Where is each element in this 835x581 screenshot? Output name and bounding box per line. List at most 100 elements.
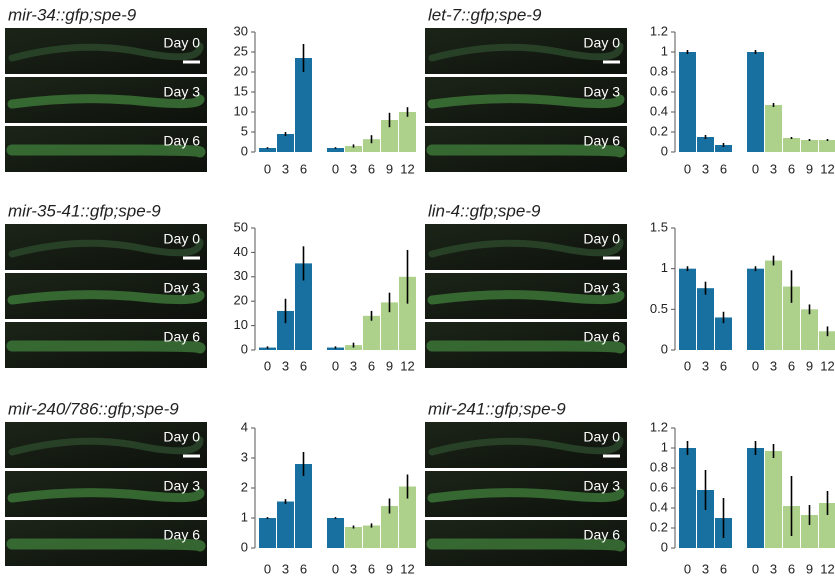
y-tick-label: 0.2 — [650, 123, 668, 138]
day-label: Day 6 — [583, 329, 620, 345]
y-tick-label: 20 — [234, 63, 248, 78]
x-tick-label: 6 — [788, 561, 795, 576]
x-tick-label: 3 — [350, 358, 357, 373]
bar — [363, 525, 380, 548]
bar — [819, 140, 835, 152]
y-tick-label: 40 — [234, 244, 248, 259]
x-tick-label: 3 — [770, 161, 777, 176]
day-label: Day 6 — [163, 527, 200, 543]
x-tick-label: 3 — [770, 561, 777, 576]
day-label: Day 0 — [163, 429, 200, 445]
x-tick-label: 9 — [386, 358, 393, 373]
day-label: Day 6 — [163, 133, 200, 149]
y-tick-label: 30 — [234, 23, 248, 38]
x-tick-label: 3 — [282, 358, 289, 373]
bar — [295, 464, 312, 548]
x-tick-label: 9 — [386, 561, 393, 576]
x-tick-label: 6 — [368, 561, 375, 576]
x-tick-label: 6 — [720, 561, 727, 576]
bar — [801, 515, 818, 548]
bar — [697, 137, 714, 152]
x-tick-label: 9 — [806, 358, 813, 373]
y-tick-label: 0.6 — [650, 479, 668, 494]
bar — [765, 105, 782, 152]
bar — [259, 518, 276, 548]
x-tick-label: 6 — [368, 358, 375, 373]
bar — [715, 317, 732, 350]
y-tick-label: 0 — [661, 143, 668, 158]
bar — [783, 138, 800, 152]
x-tick-label: 6 — [300, 161, 307, 176]
x-tick-label: 3 — [282, 561, 289, 576]
y-tick-label: 1 — [661, 43, 668, 58]
x-tick-label: 3 — [282, 161, 289, 176]
bar — [363, 139, 380, 152]
y-tick-label: 1.2 — [650, 419, 668, 434]
y-tick-label: 15 — [234, 83, 248, 98]
y-tick-label: 30 — [234, 268, 248, 283]
worm — [428, 238, 624, 258]
bar — [381, 302, 398, 350]
bar — [277, 310, 294, 350]
x-tick-label: 0 — [264, 561, 271, 576]
bar — [295, 58, 312, 152]
worm — [428, 42, 624, 62]
day-label: Day 6 — [583, 527, 620, 543]
x-tick-label: 3 — [702, 161, 709, 176]
panel-title: mir-240/786::gfp;spe-9 — [8, 399, 179, 418]
bar — [259, 148, 276, 152]
x-tick-label: 6 — [788, 358, 795, 373]
bar — [327, 518, 344, 548]
x-tick-label: 6 — [368, 161, 375, 176]
x-tick-label: 0 — [684, 161, 691, 176]
bar — [381, 120, 398, 152]
day-label: Day 0 — [583, 35, 620, 51]
worm — [428, 436, 624, 456]
x-tick-label: 0 — [752, 561, 759, 576]
x-tick-label: 3 — [770, 358, 777, 373]
y-tick-label: 0.2 — [650, 519, 668, 534]
y-tick-label: 0 — [241, 143, 248, 158]
bar — [679, 448, 696, 548]
panel-title: mir-34::gfp;spe-9 — [8, 5, 137, 24]
x-tick-label: 12 — [820, 561, 834, 576]
bar — [765, 451, 782, 548]
bar — [765, 260, 782, 350]
x-tick-label: 9 — [386, 161, 393, 176]
bar — [747, 52, 764, 152]
x-tick-label: 12 — [400, 161, 414, 176]
bar — [801, 309, 818, 350]
bar — [747, 268, 764, 350]
worm — [6, 538, 206, 552]
y-tick-label: 1 — [241, 509, 248, 524]
x-tick-label: 9 — [806, 561, 813, 576]
x-tick-label: 0 — [752, 358, 759, 373]
y-tick-label: 20 — [234, 293, 248, 308]
y-tick-label: 50 — [234, 219, 248, 234]
worm — [7, 290, 205, 305]
x-tick-label: 0 — [264, 358, 271, 373]
y-tick-label: 0 — [661, 539, 668, 554]
y-tick-label: 0.4 — [650, 103, 668, 118]
y-tick-label: 5 — [241, 123, 248, 138]
x-tick-label: 9 — [806, 161, 813, 176]
worm — [427, 488, 625, 503]
bar — [277, 134, 294, 152]
bar — [715, 145, 732, 152]
y-tick-label: 0.8 — [650, 63, 668, 78]
y-tick-label: 0.4 — [650, 499, 668, 514]
bar — [399, 486, 416, 548]
bar — [747, 448, 764, 548]
bar — [819, 503, 835, 548]
day-label: Day 6 — [163, 329, 200, 345]
day-label: Day 3 — [583, 84, 620, 100]
worm — [426, 538, 626, 552]
worm — [6, 340, 206, 354]
x-tick-label: 0 — [264, 161, 271, 176]
x-tick-label: 0 — [684, 358, 691, 373]
x-tick-label: 6 — [720, 161, 727, 176]
day-label: Day 0 — [583, 231, 620, 247]
x-tick-label: 3 — [702, 561, 709, 576]
bar — [697, 490, 714, 548]
day-label: Day 3 — [583, 478, 620, 494]
